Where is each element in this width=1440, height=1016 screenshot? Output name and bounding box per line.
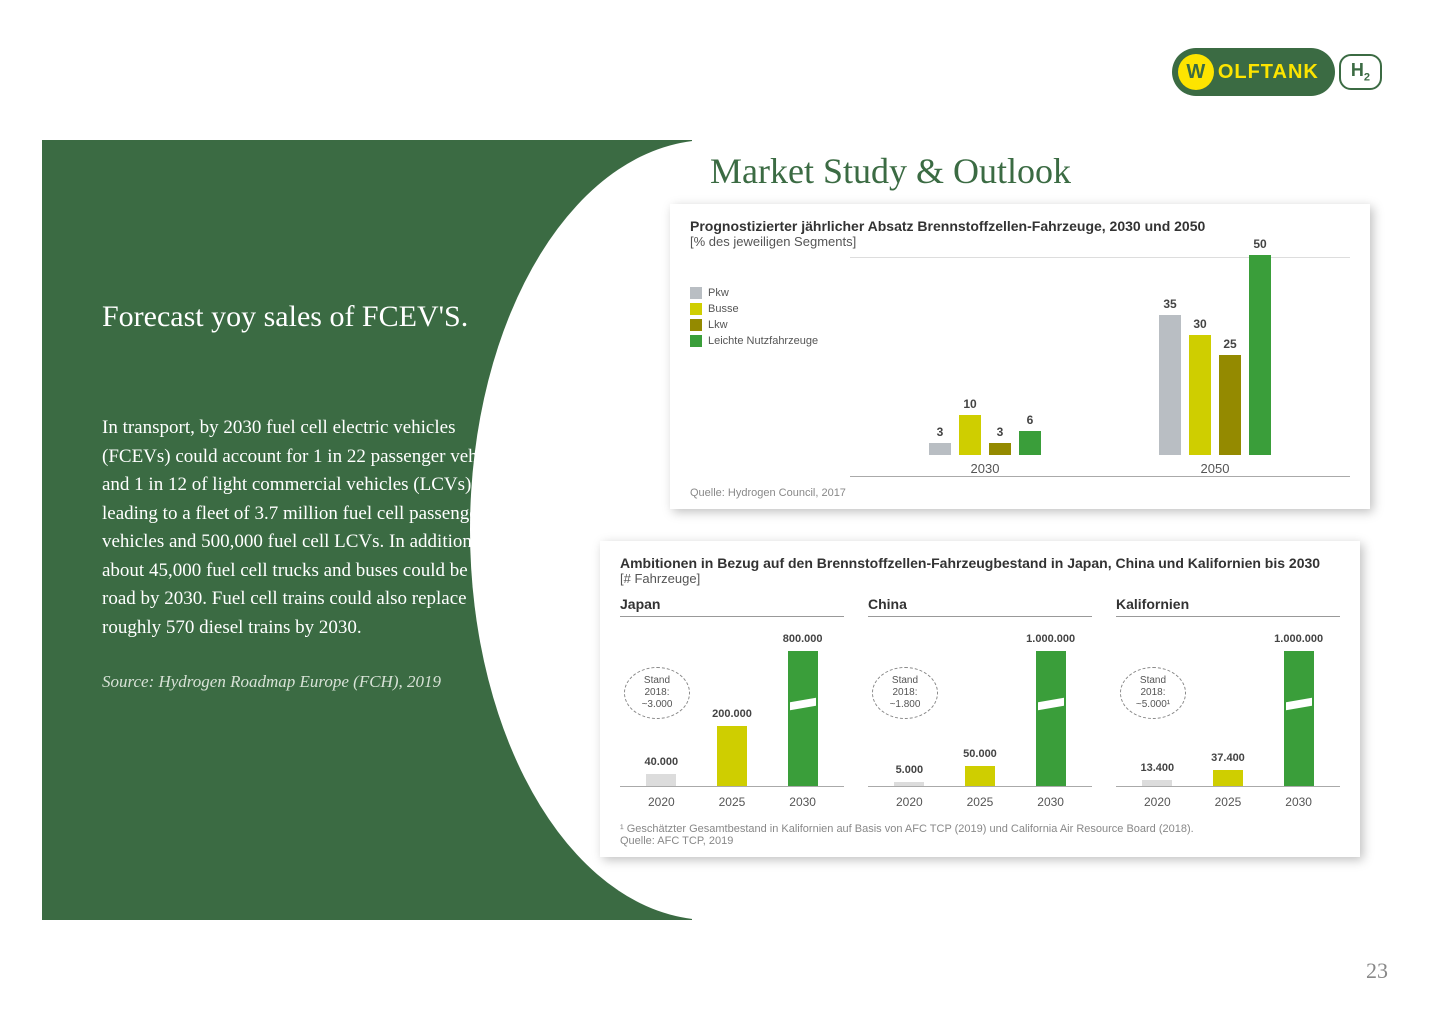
chart1-bar: 35 [1159, 315, 1181, 455]
chart2-bar: 50.000 [965, 766, 995, 786]
chart2-year-label: 2025 [967, 795, 994, 809]
chart2-bar: 37.400 [1213, 770, 1243, 786]
chart1-legend: Pkw Busse Lkw Leichte Nutzfahrzeuge [690, 257, 850, 477]
chart1-year-group: 310362030 [895, 255, 1075, 476]
chart1-bar-value: 6 [1027, 413, 1034, 427]
chart2-bar-value: 37.400 [1211, 752, 1245, 764]
chart1-bar-value: 25 [1223, 337, 1236, 351]
chart2-bar: 13.400 [1142, 780, 1172, 786]
chart1-legend-item: Busse [690, 303, 850, 315]
left-source-text: Source: Hydrogen Roadmap Europe (FCH), 2… [102, 672, 612, 692]
legend-swatch [690, 335, 702, 347]
chart1-year-label: 2050 [1201, 461, 1230, 476]
chart1-bar: 25 [1219, 355, 1241, 455]
chart2-bar: 5.000 [894, 782, 924, 786]
legend-label: Pkw [708, 287, 729, 299]
logo-circle: W [1178, 54, 1214, 90]
chart2-bar: 200.000 [717, 726, 747, 786]
chart1-bar: 3 [989, 443, 1011, 455]
legend-label: Leichte Nutzfahrzeuge [708, 335, 818, 347]
chart2-bar-value: 800.000 [783, 633, 823, 645]
chart2-region-title: Kalifornien [1116, 596, 1340, 617]
chart1-legend-item: Lkw [690, 319, 850, 331]
logo-badge: W OLFTANK [1172, 48, 1335, 96]
chart2-bar: 1.000.000 [1284, 651, 1314, 786]
chart2-year-label: 2030 [789, 795, 816, 809]
chart1-bar: 3 [929, 443, 951, 455]
chart1-footer: Quelle: Hydrogen Council, 2017 [690, 487, 1350, 499]
legend-label: Busse [708, 303, 739, 315]
chart1-year-label: 2030 [971, 461, 1000, 476]
chart2-bar: 40.000 [646, 774, 676, 786]
chart1-bar-value: 50 [1253, 237, 1266, 251]
left-title: Forecast yoy sales of FCEV'S. [102, 300, 612, 334]
right-title: Market Study & Outlook [710, 150, 1370, 192]
chart2-bar-value: 1.000.000 [1274, 633, 1323, 645]
chart1-bar: 30 [1189, 335, 1211, 455]
chart1-plot: 310362030353025502050 [850, 257, 1350, 477]
chart2-bar-value: 1.000.000 [1026, 633, 1075, 645]
chart1-bar-value: 10 [963, 397, 976, 411]
chart2-bar: 800.000 [788, 651, 818, 786]
logo-text: OLFTANK [1218, 61, 1319, 84]
chart1-bar-value: 35 [1163, 297, 1176, 311]
legend-swatch [690, 287, 702, 299]
chart1-legend-item: Leichte Nutzfahrzeuge [690, 335, 850, 347]
chart2-bar-value: 200.000 [712, 708, 752, 720]
chart2-region: KalifornienStand2018:~5.000¹13.40037.400… [1116, 596, 1340, 813]
logo-h2-letter: H [1351, 60, 1364, 80]
chart2-region: ChinaStand2018:~1.8005.00050.0001.000.00… [868, 596, 1092, 813]
chart2-year-label: 2025 [1215, 795, 1242, 809]
chart2-bar-value: 5.000 [896, 764, 924, 776]
chart1-bar-value: 3 [997, 425, 1004, 439]
legend-label: Lkw [708, 319, 728, 331]
chart2-year-label: 2030 [1285, 795, 1312, 809]
chart2-region-title: Japan [620, 596, 844, 617]
chart1-year-group: 353025502050 [1125, 255, 1305, 476]
chart2-title: Ambitionen in Bezug auf den Brennstoffze… [620, 555, 1340, 571]
brand-logo: W OLFTANK H2 [1172, 48, 1382, 96]
legend-swatch [690, 319, 702, 331]
page-number: 23 [1366, 958, 1388, 984]
logo-h2-sub: 2 [1364, 72, 1370, 84]
chart2-year-label: 2020 [648, 795, 675, 809]
chart2-body: JapanStand2018:~3.00040.000200.000800.00… [620, 596, 1340, 813]
left-body-text: In transport, by 2030 fuel cell electric… [102, 414, 522, 642]
chart1-bar: 50 [1249, 255, 1271, 455]
chart2-bar-value: 50.000 [963, 748, 997, 760]
chart2-year-label: 2020 [896, 795, 923, 809]
chart2-subtitle: [# Fahrzeuge] [620, 571, 1340, 586]
logo-h2-badge: H2 [1339, 54, 1382, 90]
chart1-title: Prognostizierter jährlicher Absatz Brenn… [690, 218, 1350, 234]
chart2-plot: Stand2018:~3.00040.000200.000800.0002020… [620, 623, 844, 813]
chart1-bar: 6 [1019, 431, 1041, 455]
axis-break-icon [1038, 697, 1064, 710]
chart2-year-label: 2030 [1037, 795, 1064, 809]
chart2-bar: 1.000.000 [1036, 651, 1066, 786]
chart2-bar-value: 13.400 [1141, 762, 1175, 774]
chart2-footer: ¹ Geschätzter Gesamtbestand in Kaliforni… [620, 823, 1340, 847]
legend-swatch [690, 303, 702, 315]
chart2-region-title: China [868, 596, 1092, 617]
chart1-bar: 10 [959, 415, 981, 455]
chart2-plot: Stand2018:~1.8005.00050.0001.000.0002020… [868, 623, 1092, 813]
axis-break-icon [1286, 697, 1312, 710]
chart1-bar-value: 30 [1193, 317, 1206, 331]
axis-break-icon [790, 697, 816, 710]
chart1-subtitle: [% des jeweiligen Segments] [690, 234, 1350, 249]
chart-ambitions: Ambitionen in Bezug auf den Brennstoffze… [600, 541, 1360, 857]
chart2-year-label: 2020 [1144, 795, 1171, 809]
right-area: Market Study & Outlook Prognostizierter … [670, 150, 1370, 889]
chart2-year-label: 2025 [719, 795, 746, 809]
chart2-plot: Stand2018:~5.000¹13.40037.4001.000.00020… [1116, 623, 1340, 813]
chart2-bar-value: 40.000 [645, 756, 679, 768]
chart1-bar-value: 3 [937, 425, 944, 439]
chart1-legend-item: Pkw [690, 287, 850, 299]
chart2-region: JapanStand2018:~3.00040.000200.000800.00… [620, 596, 844, 813]
chart-forecast-sales: Prognostizierter jährlicher Absatz Brenn… [670, 204, 1370, 509]
